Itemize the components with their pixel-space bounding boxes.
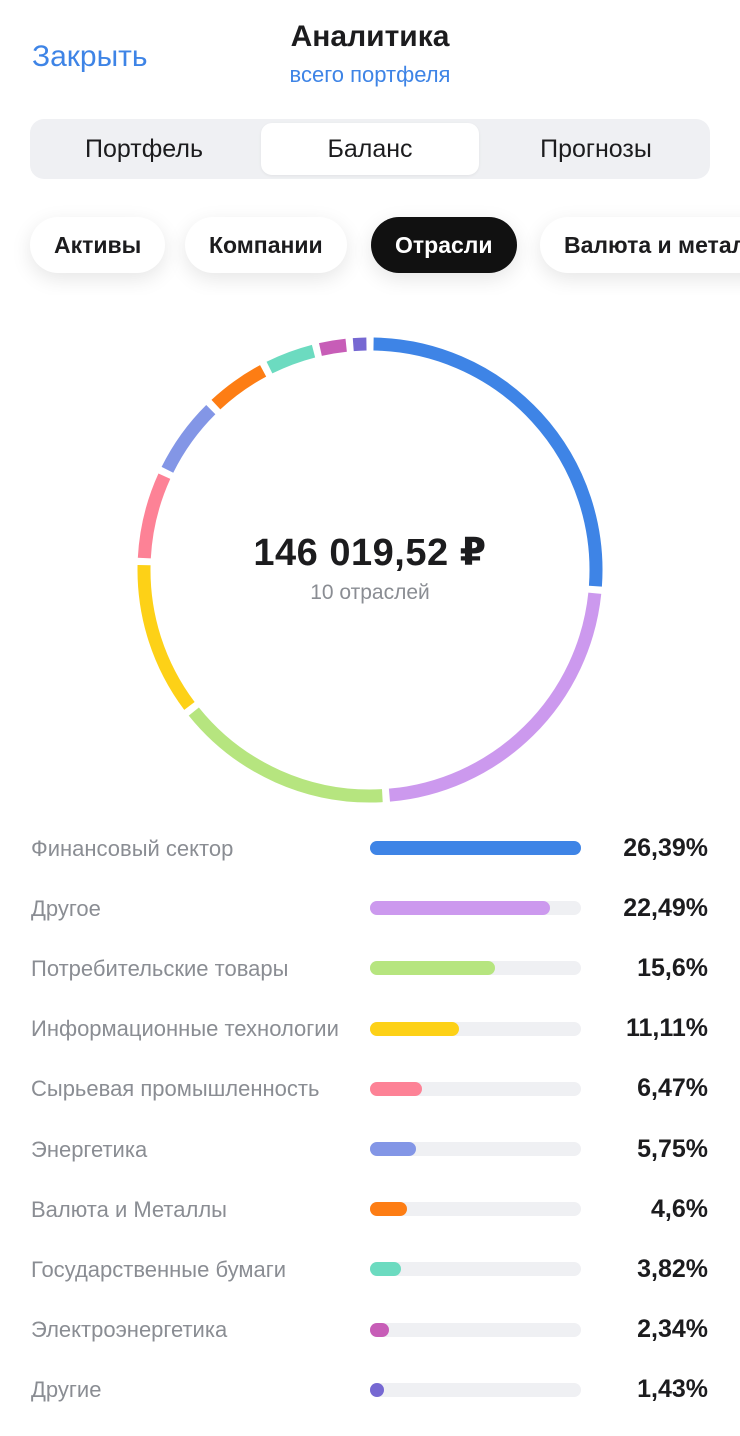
legend-row: Электроэнергетика 2,34% bbox=[0, 1300, 740, 1360]
legend-bar-track bbox=[370, 1202, 581, 1217]
donut-slice-8 bbox=[266, 344, 316, 374]
legend-bar-track bbox=[370, 901, 581, 916]
legend-label: Электроэнергетика bbox=[31, 1317, 228, 1343]
legend-row: Сырьевая промышленность 6,47% bbox=[0, 1059, 740, 1119]
chip-companies[interactable]: Компании bbox=[185, 217, 347, 273]
legend-bar-track bbox=[370, 1322, 581, 1337]
legend-bar-track bbox=[370, 841, 581, 855]
legend-percent: 2,34% bbox=[637, 1315, 708, 1344]
legend-row: Государственные бумаги 3,82% bbox=[0, 1239, 740, 1299]
chip-assets[interactable]: Активы bbox=[30, 217, 166, 273]
donut-slice-1 bbox=[373, 337, 603, 587]
donut-slice-7 bbox=[211, 365, 267, 410]
legend-bar-fill bbox=[370, 1262, 401, 1277]
legend-bar-track bbox=[370, 1142, 581, 1156]
legend-label: Другие bbox=[31, 1377, 102, 1403]
legend-label: Информационные технологии bbox=[31, 1016, 339, 1042]
legend-row: Потребительские товары 15,6% bbox=[0, 938, 740, 998]
legend-row: Другое 22,49% bbox=[0, 878, 740, 938]
page-subtitle: всего портфеля bbox=[289, 62, 451, 87]
donut-center: 146 019,52 ₽ 10 отраслей bbox=[130, 530, 610, 605]
legend-percent: 26,39% bbox=[623, 833, 708, 862]
page-title: Аналитика bbox=[290, 20, 450, 53]
tab-forecasts[interactable]: Прогнозы bbox=[540, 134, 652, 163]
legend-row: Энергетика 5,75% bbox=[0, 1119, 740, 1179]
legend-percent: 15,6% bbox=[637, 953, 708, 982]
filter-chips: Активы Компании Отрасли Валюта и металлы bbox=[0, 205, 740, 295]
donut-slice-3 bbox=[188, 707, 383, 803]
tab-balance[interactable]: Баланс bbox=[261, 123, 479, 175]
legend-bar-fill bbox=[370, 841, 581, 855]
legend-percent: 6,47% bbox=[637, 1074, 708, 1103]
legend-bar-track bbox=[370, 1382, 581, 1397]
legend-row: Информационные технологии 11,11% bbox=[0, 999, 740, 1059]
donut-slice-6 bbox=[161, 404, 216, 473]
legend-bar-fill bbox=[370, 1081, 422, 1096]
legend-bar-track bbox=[370, 1081, 581, 1096]
legend-bar-fill bbox=[370, 1021, 459, 1036]
legend-label: Потребительские товары bbox=[31, 955, 289, 981]
legend-bar-fill bbox=[370, 1382, 384, 1397]
tabs-segmented-control: Портфель Баланс Прогнозы bbox=[30, 119, 710, 179]
donut-slice-5 bbox=[137, 473, 171, 559]
close-button[interactable]: Закрыть bbox=[32, 40, 148, 73]
legend-bar-track bbox=[370, 1021, 581, 1036]
donut-slice-9 bbox=[318, 338, 347, 356]
legend-label: Государственные бумаги bbox=[31, 1256, 287, 1282]
chip-industries[interactable]: Отрасли bbox=[371, 217, 517, 273]
legend-row: Финансовый сектор 26,39% bbox=[0, 818, 740, 878]
legend-percent: 4,6% bbox=[651, 1194, 708, 1223]
industries-count: 10 отраслей bbox=[310, 581, 430, 604]
industries-donut-chart bbox=[137, 337, 603, 803]
legend-percent: 22,49% bbox=[623, 893, 708, 922]
legend-bar-track bbox=[370, 1262, 581, 1277]
legend-bar-track bbox=[370, 961, 581, 976]
legend-row: Другие 1,43% bbox=[0, 1360, 740, 1420]
legend-label: Другое bbox=[31, 895, 101, 921]
legend-percent: 5,75% bbox=[637, 1134, 708, 1163]
legend-percent: 3,82% bbox=[637, 1254, 708, 1283]
legend-percent: 1,43% bbox=[637, 1375, 708, 1404]
tab-portfolio[interactable]: Портфель bbox=[85, 134, 203, 163]
donut-slice-10 bbox=[352, 337, 367, 352]
legend-label: Сырьевая промышленность bbox=[31, 1076, 320, 1102]
legend-row: Валюта и Металлы 4,6% bbox=[0, 1179, 740, 1239]
chip-currency-metals[interactable]: Валюта и металлы bbox=[540, 217, 740, 273]
legend-label: Энергетика bbox=[31, 1136, 148, 1162]
legend-percent: 11,11% bbox=[625, 1014, 708, 1043]
legend-bar-fill bbox=[370, 961, 495, 976]
legend-label: Финансовый сектор bbox=[31, 835, 234, 861]
legend-bar-fill bbox=[370, 1202, 407, 1217]
total-value: 146 019,52 ₽ bbox=[253, 532, 487, 574]
donut-slice-2 bbox=[388, 592, 602, 802]
legend-label: Валюта и Металлы bbox=[31, 1196, 227, 1222]
legend-bar-fill bbox=[370, 1142, 416, 1156]
header: Закрыть Аналитика всего портфеля bbox=[0, 0, 740, 100]
donut-slice-4 bbox=[137, 565, 195, 710]
legend-bar-fill bbox=[370, 1322, 389, 1337]
legend-bar-fill bbox=[370, 901, 550, 916]
